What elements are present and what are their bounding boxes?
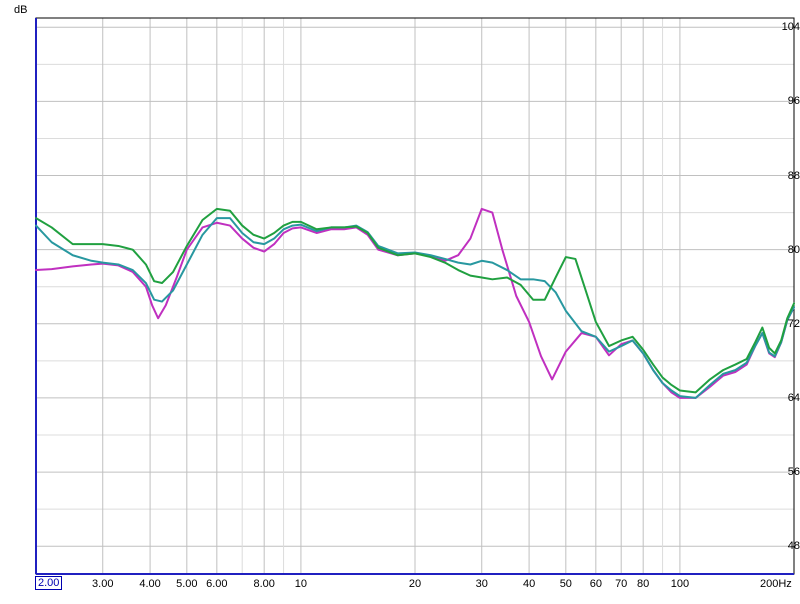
- ytick-label: 88: [770, 170, 800, 182]
- xtick-label: 20: [409, 578, 421, 590]
- ytick-label: 96: [770, 95, 800, 107]
- ytick-label: 56: [770, 466, 800, 478]
- x-start-box: 2.00: [35, 576, 62, 590]
- ytick-label: 72: [770, 318, 800, 330]
- xtick-label: 50: [560, 578, 572, 590]
- xtick-label: 70: [615, 578, 627, 590]
- xtick-label: 8.00: [253, 578, 274, 590]
- y-axis-unit: dB: [14, 4, 27, 16]
- x-axis-end-label: 200Hz: [760, 578, 792, 590]
- xtick-label: 3.00: [92, 578, 113, 590]
- xtick-label: 6.00: [206, 578, 227, 590]
- ytick-label: 64: [770, 392, 800, 404]
- xtick-label: 40: [523, 578, 535, 590]
- ytick-label: 80: [770, 244, 800, 256]
- xtick-label: 60: [590, 578, 602, 590]
- xtick-label: 5.00: [176, 578, 197, 590]
- xtick-label: 80: [637, 578, 649, 590]
- xtick-label: 100: [671, 578, 689, 590]
- frequency-response-chart: 48 56 64 72 80 88 96 104 dB 3.00 4.00 5.00 6.00 8.00 1…: [0, 0, 800, 604]
- xtick-label: 4.00: [139, 578, 160, 590]
- ytick-label: 48: [770, 540, 800, 552]
- xtick-label: 30: [476, 578, 488, 590]
- xtick-label: 10: [295, 578, 307, 590]
- ytick-label: 104: [770, 21, 800, 33]
